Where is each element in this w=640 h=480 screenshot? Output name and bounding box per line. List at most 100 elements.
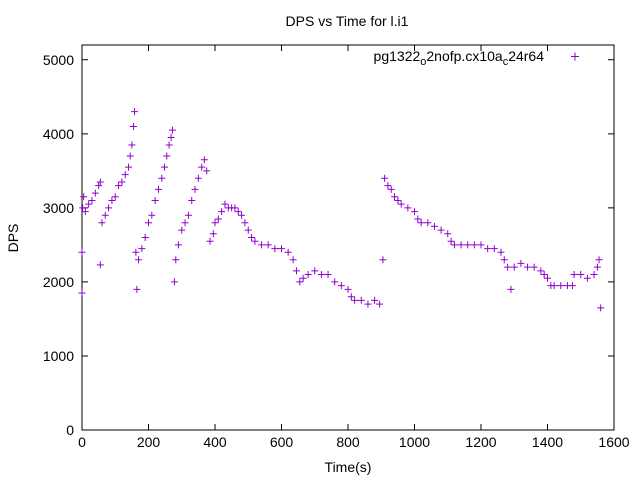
data-point (490, 245, 498, 253)
data-point (457, 241, 465, 249)
data-point (203, 167, 211, 175)
legend-marker (571, 52, 579, 61)
data-point (200, 156, 208, 164)
data-point (79, 204, 87, 212)
data-point (311, 267, 319, 275)
data-point (96, 261, 104, 269)
data-point (131, 108, 139, 116)
data-point (510, 263, 518, 271)
data-point (381, 174, 389, 182)
x-tick-label: 400 (203, 434, 227, 450)
data-point (158, 174, 166, 182)
data-points (78, 108, 605, 312)
data-point (544, 274, 551, 282)
legend: pg1322o2nofp.cx10ac24r64 (374, 48, 579, 68)
data-point (540, 271, 548, 279)
data-point (264, 241, 272, 249)
data-point (209, 230, 217, 238)
data-point (557, 282, 565, 290)
data-point (437, 226, 445, 234)
data-point (331, 278, 339, 286)
plot-frame (81, 44, 615, 431)
data-point (206, 237, 214, 245)
data-point (241, 219, 249, 227)
axis-ticks: 0 200 400 600 800 1000 1200 1400 1600 0 1000 2000 30… (43, 45, 630, 450)
data-point (477, 241, 485, 249)
x-tick-label: 1200 (465, 434, 496, 450)
data-point (95, 182, 103, 190)
data-point (81, 208, 89, 216)
data-point (101, 211, 109, 219)
data-point (218, 208, 226, 216)
data-point (78, 289, 86, 297)
data-point (347, 293, 355, 301)
data-point (524, 263, 532, 271)
data-point (357, 296, 365, 304)
data-point (151, 196, 159, 204)
data-point (351, 296, 359, 304)
y-tick-label: 1000 (43, 348, 74, 364)
data-point (414, 215, 422, 223)
y-axis-label: DPS (5, 224, 21, 253)
data-point (577, 271, 585, 279)
y-tick-label: 3000 (43, 200, 74, 216)
data-point (595, 256, 603, 264)
data-point (504, 263, 512, 271)
data-point (387, 185, 395, 193)
data-point (108, 196, 116, 204)
data-point (304, 271, 312, 279)
data-point (98, 219, 106, 227)
data-point (497, 248, 505, 256)
data-point (181, 219, 189, 227)
data-point (170, 278, 178, 286)
data-point (530, 263, 538, 271)
data-point (450, 241, 458, 249)
data-point (138, 245, 146, 253)
x-axis-label: Time(s) (325, 459, 372, 475)
data-point (590, 271, 598, 279)
data-point (593, 263, 601, 271)
data-point (278, 245, 285, 253)
data-point (404, 204, 412, 212)
data-point (163, 152, 171, 160)
data-point (91, 189, 99, 197)
data-point (500, 256, 508, 264)
data-point (271, 245, 279, 253)
y-tick-label: 4000 (43, 126, 74, 142)
data-point (130, 122, 138, 130)
data-point (244, 226, 252, 234)
data-point (296, 278, 304, 286)
data-point (194, 174, 202, 182)
data-point (397, 200, 405, 208)
data-point (484, 245, 492, 253)
data-point (125, 163, 133, 171)
x-tick-label: 0 (78, 434, 86, 450)
data-point (411, 208, 418, 216)
data-point (299, 274, 307, 282)
data-point (141, 234, 149, 241)
x-tick-label: 1400 (532, 434, 563, 450)
data-point (145, 219, 152, 227)
data-point (464, 241, 472, 249)
data-point (324, 271, 332, 279)
data-point (174, 241, 182, 249)
data-point (430, 222, 438, 230)
data-point (178, 226, 186, 234)
chart-title: DPS vs Time for l.i1 (286, 13, 409, 29)
data-point (251, 237, 259, 245)
data-point (507, 285, 515, 293)
data-point (417, 219, 425, 227)
data-point (284, 248, 292, 256)
data-point (258, 241, 266, 249)
data-point (597, 304, 605, 312)
data-point (211, 219, 219, 227)
data-point (238, 211, 246, 219)
data-point (376, 300, 384, 308)
y-tick-label: 2000 (43, 274, 74, 290)
data-point (221, 200, 229, 208)
y-tick-label: 0 (66, 422, 74, 438)
data-point (105, 204, 113, 212)
data-point (371, 296, 379, 304)
data-point (379, 256, 387, 264)
data-point (160, 163, 168, 171)
